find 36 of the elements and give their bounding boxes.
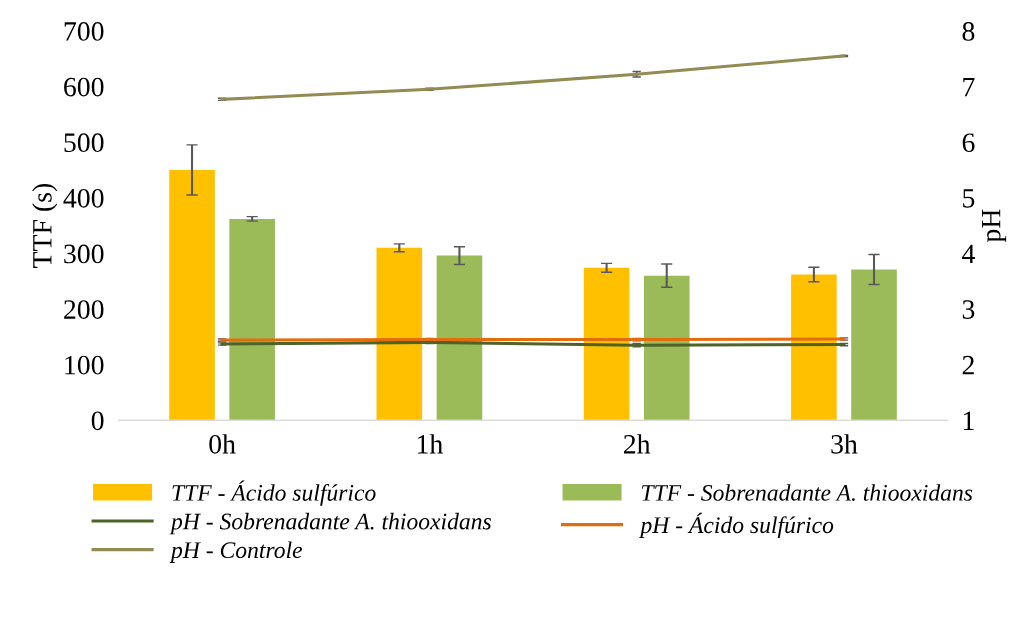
y-tick-label: 200 (64, 300, 104, 319)
y2-tick-label: 3 (962, 300, 975, 319)
bar (169, 169, 215, 421)
y-tick-label: 500 (64, 133, 104, 153)
y-tick-label: 0 (91, 411, 104, 431)
bar (643, 275, 690, 421)
bar (851, 269, 897, 421)
y2-tick-label: 1 (963, 411, 974, 430)
y2-tick-label: 2 (962, 355, 974, 375)
y2-tick-label: 6 (962, 133, 975, 153)
legend-label: pH - Sobrenadante A. thiooxidans (169, 512, 491, 535)
line-series (220, 54, 846, 101)
y2-tick-label: 4 (962, 244, 975, 264)
bar (791, 274, 837, 421)
legend-label: pH - Ácido sulfúrico (639, 512, 834, 538)
legend-label: TTF - Ácido sulfúrico (172, 480, 376, 506)
y-axis-title: TTF (s) (32, 183, 58, 268)
y-tick-label: 700 (64, 22, 104, 41)
bar (436, 255, 483, 421)
y2-tick-label: 5 (963, 189, 975, 208)
bar (583, 267, 630, 421)
x-tick-label: 3h (831, 434, 858, 454)
y2-axis-title: pH (982, 209, 1007, 243)
legend-label: TTF - Sobrenadante A. thiooxidans (641, 484, 973, 501)
y-tick-label: 400 (63, 188, 104, 208)
y-tick-label: 600 (64, 77, 104, 97)
y2-tick-label: 7 (963, 77, 975, 97)
x-tick-label: 1h (417, 434, 443, 454)
legend-label: pH - Controle (169, 541, 303, 563)
y2-tick-label: 8 (962, 22, 975, 41)
y-tick-label: 100 (65, 355, 104, 375)
x-tick-label: 0h (209, 434, 236, 454)
bar (229, 218, 275, 421)
bar (376, 247, 423, 421)
x-tick-label: 2h (624, 434, 651, 454)
y-tick-label: 300 (64, 244, 104, 264)
